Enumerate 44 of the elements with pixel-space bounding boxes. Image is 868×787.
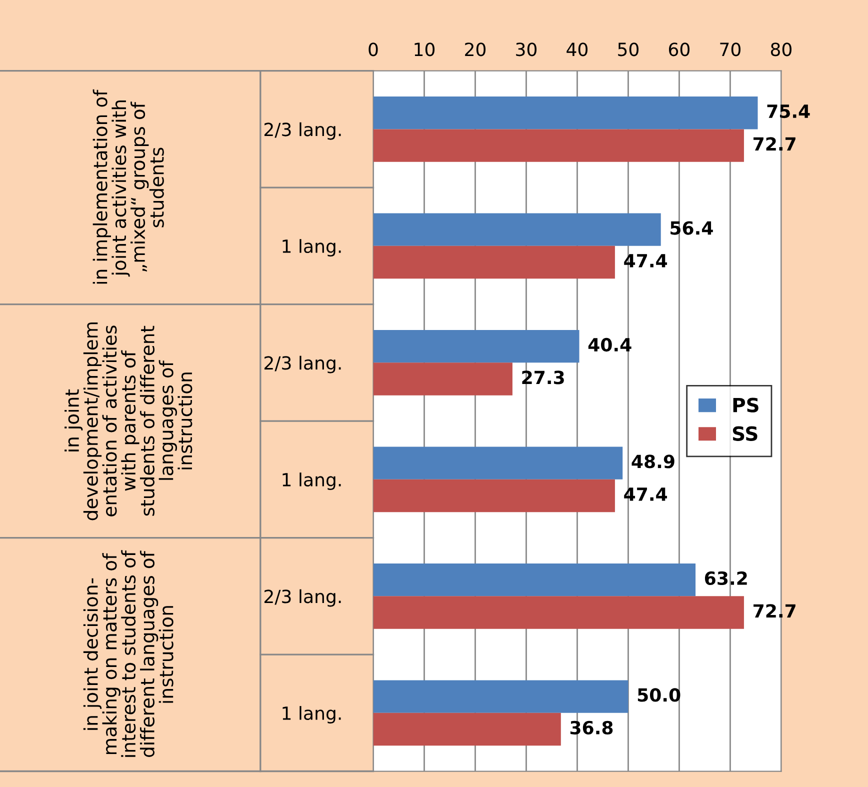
legend-label: SS (732, 426, 758, 441)
bar (373, 479, 615, 512)
text: 72.7 (754, 137, 796, 151)
x-tick-label: 0 (368, 42, 378, 56)
bar (373, 96, 758, 130)
y-tick-label: 1 lang. (282, 472, 341, 490)
y-tick-label: 2/3 lang. (264, 589, 341, 607)
y-tick-label: 2/3 lang. (264, 356, 341, 374)
y-tick-label: 1 lang. (282, 239, 341, 257)
x-tick-label: 40 (566, 42, 588, 56)
x-tick-label: 70 (720, 42, 740, 56)
bar (373, 712, 561, 746)
bar (373, 362, 512, 396)
bar (373, 213, 661, 246)
text: 50.0 (638, 688, 680, 702)
y-tick-label: 2/3 lang. (264, 122, 341, 140)
text: 47.4 (624, 488, 668, 501)
bar (373, 680, 628, 713)
bar (373, 330, 580, 363)
text: 72.7 (754, 604, 796, 618)
text: 48.9 (632, 454, 674, 468)
text: in implementation of joint activities with „mixed“ groups of students (92, 89, 164, 284)
text: 47.4 (624, 254, 668, 268)
x-tick-label: 30 (516, 42, 537, 56)
legend-label: PS (733, 398, 758, 412)
text: 63.2 (704, 571, 747, 586)
text: in joint development/implem entation of activities with parents of students of different languages of instruction (64, 322, 192, 520)
x-tick-label: 20 (465, 42, 486, 56)
x-tick-label: 50 (618, 42, 639, 56)
x-tick-label: 10 (414, 42, 435, 56)
text: 27.3 (522, 370, 564, 384)
bar (373, 446, 623, 480)
bar (373, 596, 744, 629)
text: 75.4 (767, 104, 810, 118)
bar (373, 563, 696, 596)
y-tick-label: 1 lang. (282, 706, 341, 724)
text: 36.8 (570, 720, 613, 734)
text: in joint decision- making on matters of interest to students of different languages of instruction (83, 550, 174, 757)
text: 56.4 (670, 221, 713, 235)
text: 40.4 (588, 338, 632, 352)
bar (373, 246, 615, 279)
x-tick-label: 80 (770, 42, 792, 56)
bar (373, 129, 744, 162)
x-tick-label: 60 (668, 42, 690, 56)
